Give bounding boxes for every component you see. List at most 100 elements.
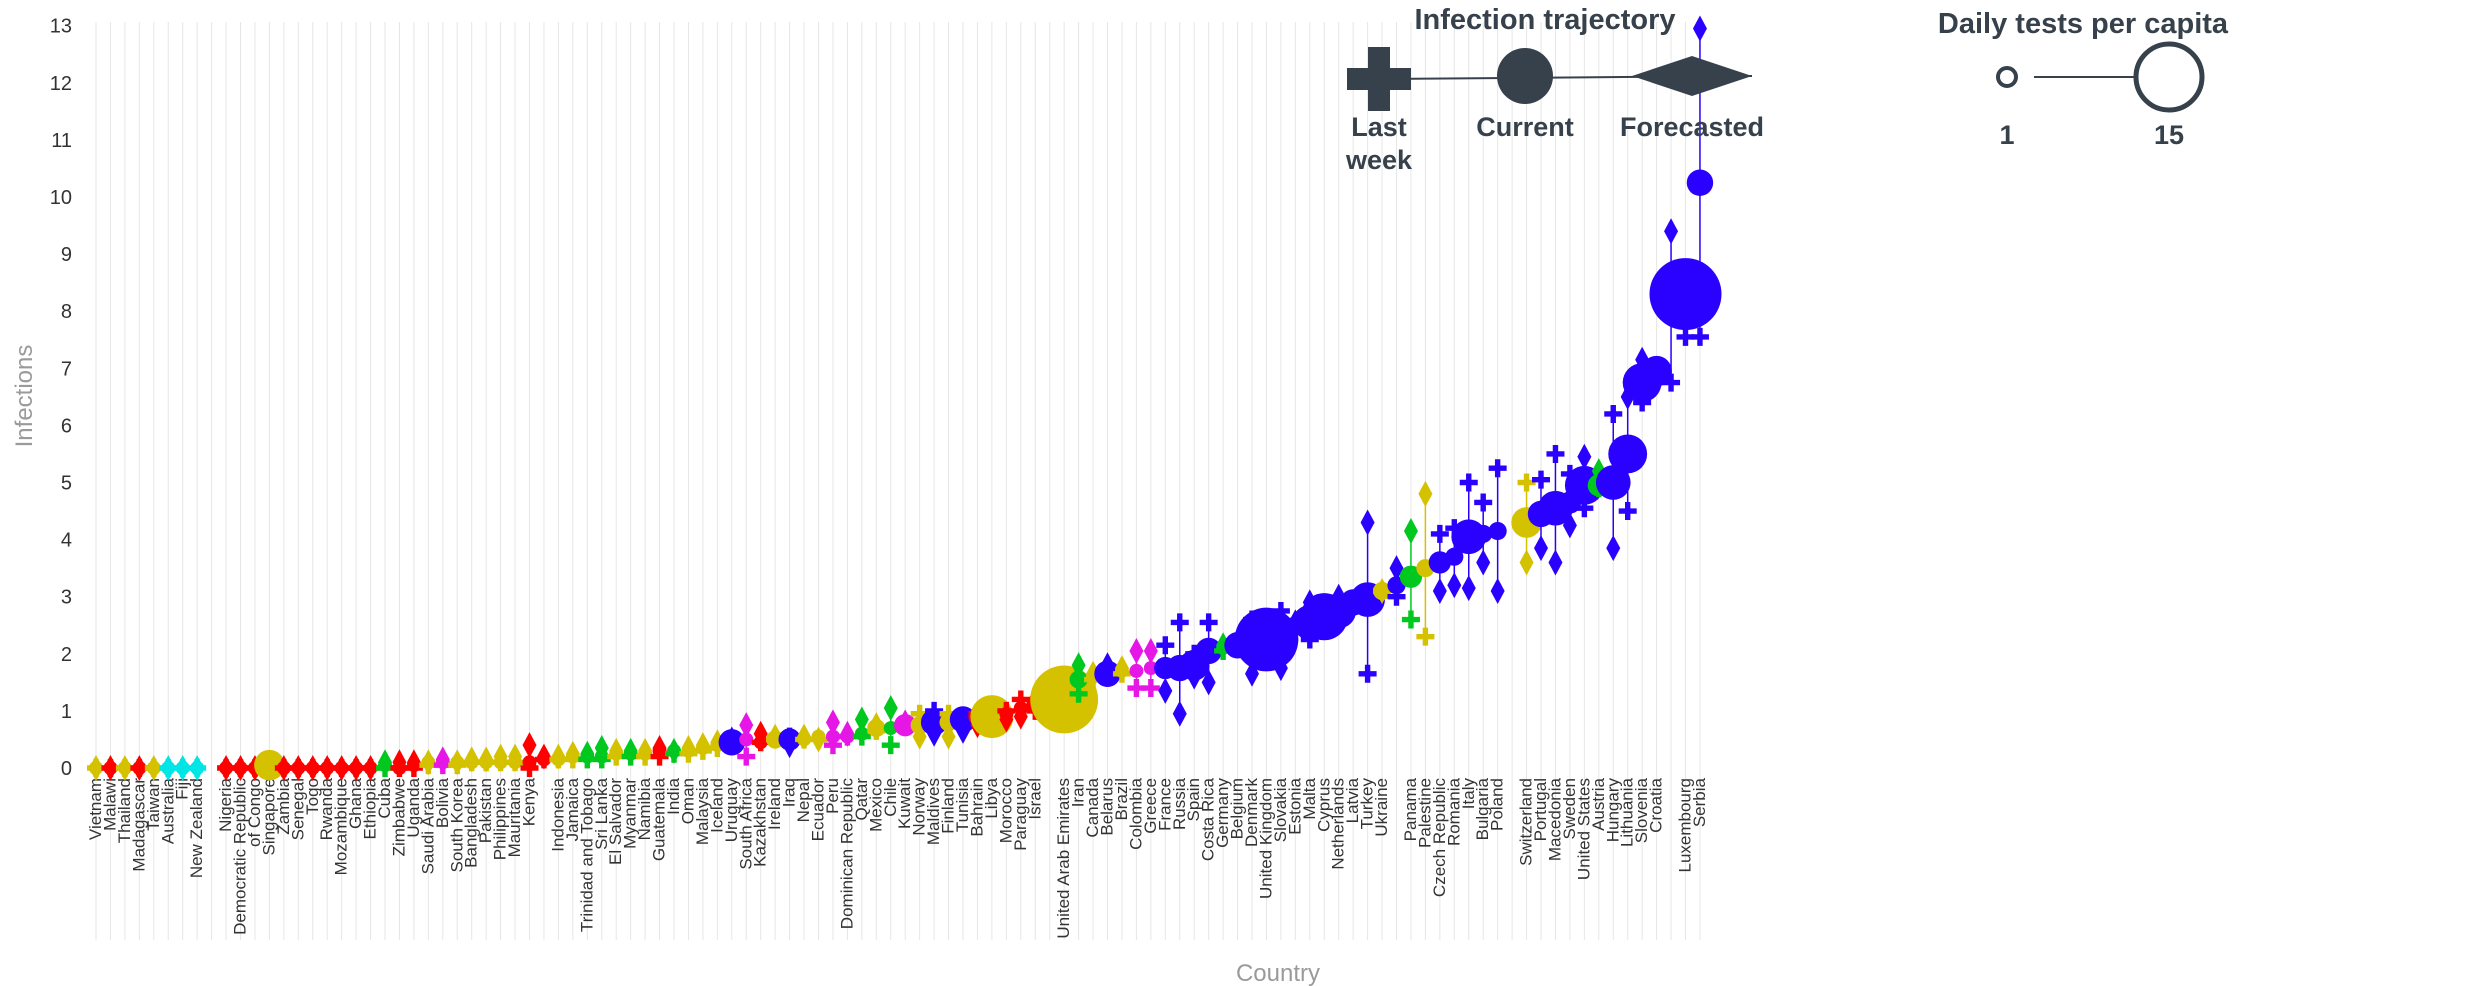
x-tick-label: Sri Lanka	[592, 777, 611, 849]
last-week-plus	[1199, 613, 1218, 632]
legend-forecasted-diamond-icon	[1632, 56, 1752, 96]
x-tick-label: Ireland	[765, 778, 784, 830]
x-tick-label: Bahrain	[967, 778, 986, 837]
current-circle	[1069, 670, 1088, 689]
y-tick-label: 7	[61, 358, 72, 380]
x-tick-label: Dominican Republic	[837, 778, 856, 930]
mark-saudi-arabia	[419, 749, 438, 776]
mark-senegal	[289, 755, 308, 781]
current-circle	[1686, 169, 1714, 196]
last-week-plus	[1618, 502, 1637, 521]
x-tick-label: Serbia	[1690, 777, 1709, 827]
x-tick-label: Slovakia	[1271, 777, 1290, 842]
last-week-plus	[1488, 459, 1507, 478]
forecast-diamond	[1692, 15, 1707, 42]
forecast-diamond	[1534, 535, 1548, 562]
mark-mauritania	[506, 743, 525, 772]
last-week-plus	[1575, 499, 1594, 518]
x-tick-label: Bulgaria	[1473, 777, 1492, 840]
x-axis-category-labels: VietnamMalawiThailandMadagascarTaiwanAus…	[86, 777, 1709, 938]
y-tick-label: 10	[50, 187, 72, 209]
x-tick-label: Nigeria	[216, 777, 235, 831]
mark-ukraine	[1372, 577, 1392, 604]
x-tick-label: Iraq	[780, 778, 799, 807]
mark-peru	[823, 709, 842, 755]
current-circle	[1399, 565, 1423, 588]
mark-bolivia	[433, 746, 452, 775]
y-tick-label: 5	[61, 473, 72, 495]
x-tick-label: Mexico	[866, 778, 885, 832]
x-tick-label: Malawi	[100, 778, 119, 831]
x-tick-label: Kenya	[520, 777, 539, 826]
current-circle	[652, 743, 667, 758]
mark-uruguay	[718, 726, 746, 756]
x-tick-label: Hungary	[1603, 778, 1622, 843]
mark-croatia	[1641, 355, 1672, 387]
mark-lithuania	[1608, 383, 1648, 521]
mark-madagascar	[130, 755, 149, 781]
current-circle	[894, 714, 917, 737]
last-week-plus	[1430, 524, 1449, 543]
x-tick-label: Poland	[1488, 778, 1507, 831]
x-tick-label: Slovenia	[1632, 777, 1651, 843]
legend-current-circle-icon	[1497, 48, 1553, 104]
mark-togo	[303, 755, 322, 781]
x-tick-label: Indonesia	[548, 777, 567, 851]
mark-cuba	[376, 749, 394, 777]
current-circle	[117, 761, 132, 775]
x-tick-label: Croatia	[1647, 777, 1666, 832]
x-tick-label: Macedonia	[1545, 777, 1564, 861]
mark-ethiopia	[361, 755, 380, 781]
current-circle	[363, 761, 378, 775]
mark-zimbabwe	[390, 749, 409, 777]
current-circle	[132, 761, 147, 775]
mark-costa-rica	[1195, 613, 1222, 696]
legend-trajectory: Infection trajectory Last week Current F…	[1345, 4, 1764, 175]
y-tick-label: 9	[61, 244, 72, 266]
x-tick-label: Spain	[1184, 778, 1203, 821]
x-tick-label: Denmark	[1242, 778, 1261, 847]
current-circle	[811, 729, 826, 744]
mark-south-africa	[737, 712, 756, 766]
mark-singapore	[254, 749, 285, 781]
forecast-diamond	[1664, 218, 1679, 245]
x-tick-label: Madagascar	[129, 778, 148, 872]
x-tick-label: Cuba	[375, 777, 394, 818]
x-axis-title: Country	[1236, 960, 1320, 986]
legend-tests-title: Daily tests per capita	[1938, 8, 2229, 40]
x-tick-label: Morocco	[996, 778, 1015, 843]
current-circle	[1143, 661, 1158, 676]
current-circle	[565, 749, 580, 764]
x-tick-label: Italy	[1459, 778, 1478, 810]
x-tick-label: Oman	[678, 778, 697, 824]
x-tick-label: Taiwan	[144, 778, 163, 831]
mark-sri-lanka	[592, 735, 611, 769]
current-circle	[1114, 663, 1129, 678]
mark-ecuador	[809, 726, 828, 753]
forecast-diamond	[883, 695, 898, 722]
current-circle	[753, 735, 768, 750]
x-tick-label: India	[664, 777, 683, 814]
last-week-plus	[1633, 393, 1652, 412]
current-circle	[450, 755, 465, 770]
x-tick-label: South Korea	[447, 777, 466, 872]
mark-oman	[679, 735, 698, 763]
x-tick-label: Netherlands	[1329, 778, 1348, 870]
mark-mexico	[867, 712, 886, 740]
last-week-plus	[1690, 327, 1709, 346]
last-week-plus	[823, 736, 842, 755]
y-tick-label: 3	[61, 587, 72, 609]
y-axis-title: Infections	[11, 345, 38, 448]
last-week-plus	[1416, 627, 1435, 646]
mark-trinidad-and-tobago	[578, 740, 597, 769]
x-tick-label: Czech Republic	[1430, 778, 1449, 898]
last-week-plus	[1069, 684, 1088, 703]
last-week-plus	[1676, 327, 1695, 346]
mark-czech-republic	[1428, 524, 1451, 604]
x-tick-label: Ecuador	[809, 778, 828, 842]
x-tick-label: Finland	[939, 778, 958, 834]
current-circle	[681, 743, 696, 758]
x-tick-label: Colombia	[1126, 777, 1145, 849]
legend-tests-large-circle-icon	[2133, 41, 2205, 113]
current-circle	[161, 761, 176, 775]
